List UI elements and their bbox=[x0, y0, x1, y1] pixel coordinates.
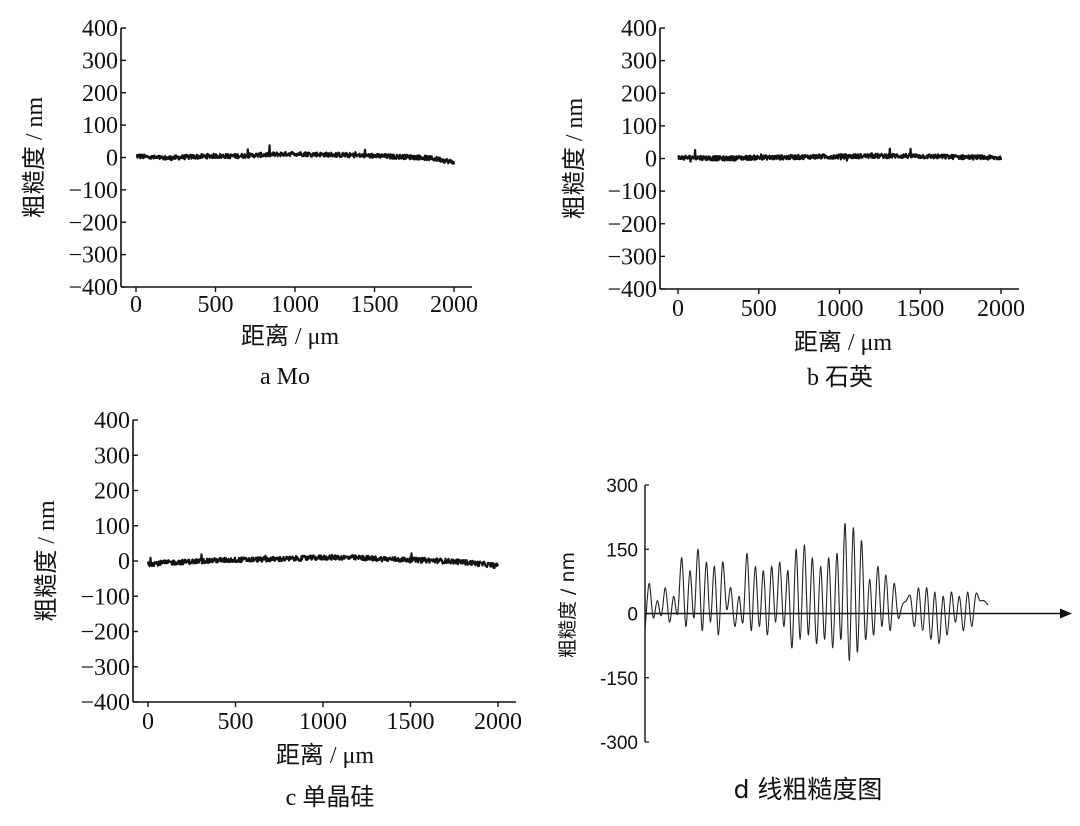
x-tick-label: 0 bbox=[130, 292, 142, 318]
panel-caption: c 单晶硅 bbox=[286, 784, 375, 811]
panel-caption: b 石英 bbox=[807, 364, 873, 391]
y-tick-label: 0 bbox=[627, 605, 638, 626]
y-tick-label: -300 bbox=[600, 733, 638, 754]
x-tick-label: 500 bbox=[741, 296, 777, 322]
y-tick-label: 300 bbox=[82, 48, 118, 74]
x-tick-label: 2000 bbox=[474, 709, 522, 735]
y-tick-label: 100 bbox=[82, 113, 118, 139]
y-tick-label: 0 bbox=[645, 147, 657, 173]
x-tick-label: 500 bbox=[218, 709, 254, 735]
x-axis-label: 距离 / μm bbox=[794, 329, 893, 356]
x-tick-label: 1500 bbox=[896, 296, 944, 322]
y-tick-label: 200 bbox=[621, 81, 657, 107]
x-tick-label: 1000 bbox=[816, 296, 864, 322]
roughness-series-line bbox=[644, 522, 989, 662]
chart-panel-d: 300 150 0 -150 -300 粗糙度 / nm d 线粗糙度图 bbox=[557, 476, 1072, 804]
y-tick-label: 100 bbox=[94, 514, 130, 540]
x-axis-arrow-icon bbox=[1060, 608, 1072, 619]
panel-caption: d 线粗糙度图 bbox=[734, 775, 883, 804]
y-axis-label: 粗糙度 / nm bbox=[557, 552, 579, 658]
y-tick-label: −200 bbox=[68, 210, 118, 236]
y-tick-label: −100 bbox=[68, 178, 118, 204]
x-tick-label: 1500 bbox=[387, 709, 435, 735]
y-tick-label: 0 bbox=[118, 549, 130, 575]
y-tick-label: 100 bbox=[621, 114, 657, 140]
y-tick-label: −400 bbox=[607, 277, 657, 303]
y-tick-label: −100 bbox=[607, 179, 657, 205]
y-tick-label: 300 bbox=[606, 476, 638, 497]
y-tick-label: −300 bbox=[68, 243, 118, 269]
y-tick-label: −200 bbox=[607, 212, 657, 238]
y-axis-label: 粗糙度 / nm bbox=[21, 97, 48, 219]
profile-series-line bbox=[146, 552, 500, 569]
x-tick-label: 2000 bbox=[977, 296, 1025, 322]
y-tick-label: −200 bbox=[80, 620, 130, 646]
y-axis-label: 粗糙度 / nm bbox=[33, 500, 60, 622]
y-tick-label: 400 bbox=[82, 16, 118, 42]
y-tick-label: -150 bbox=[600, 669, 638, 690]
y-tick-label: −100 bbox=[80, 584, 130, 610]
y-tick-label: −300 bbox=[80, 655, 130, 681]
y-tick-label: −400 bbox=[80, 690, 130, 716]
y-tick-label: 200 bbox=[94, 479, 130, 505]
y-tick-label: 300 bbox=[94, 443, 130, 469]
y-tick-label: −400 bbox=[68, 275, 118, 301]
y-tick-label: 400 bbox=[94, 408, 130, 434]
y-tick-label: 200 bbox=[82, 81, 118, 107]
x-tick-label: 1500 bbox=[351, 292, 399, 318]
x-tick-label: 1000 bbox=[271, 292, 319, 318]
y-tick-label: 400 bbox=[621, 16, 657, 42]
x-tick-label: 0 bbox=[142, 709, 154, 735]
y-tick-label: −300 bbox=[607, 244, 657, 270]
x-axis-label: 距离 / μm bbox=[241, 323, 340, 350]
profile-series-line bbox=[135, 144, 456, 165]
x-axis-label: 距离 / μm bbox=[276, 742, 375, 769]
y-tick-label: 0 bbox=[106, 146, 118, 172]
y-axis-label: 粗糙度 / nm bbox=[561, 98, 588, 220]
y-tick-label: 300 bbox=[621, 49, 657, 75]
x-tick-label: 2000 bbox=[430, 292, 478, 318]
profile-series-line bbox=[677, 147, 1003, 163]
x-tick-label: 500 bbox=[198, 292, 234, 318]
x-tick-label: 0 bbox=[672, 296, 684, 322]
y-tick-label: 150 bbox=[606, 540, 638, 561]
x-tick-label: 1000 bbox=[299, 709, 347, 735]
panel-caption: a Mo bbox=[260, 364, 310, 390]
